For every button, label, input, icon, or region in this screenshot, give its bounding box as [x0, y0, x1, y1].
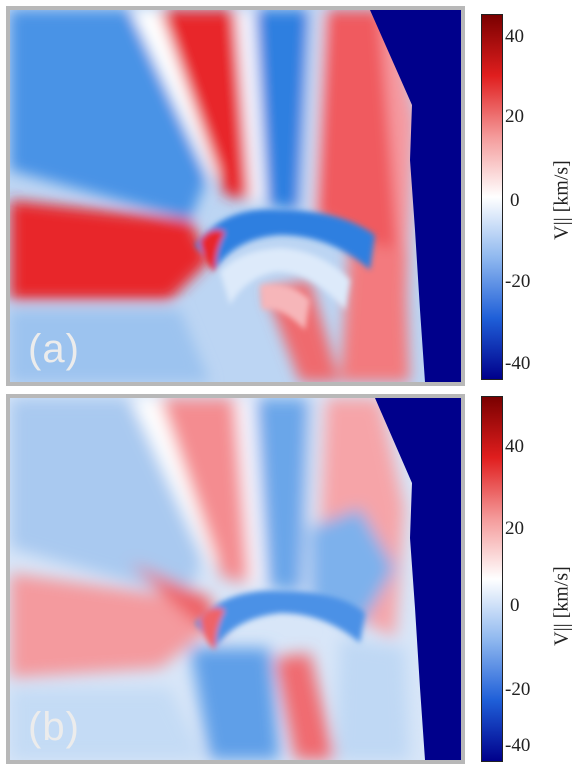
velocity-map-panel-a: (a) [6, 6, 465, 386]
colorbar-a [481, 14, 503, 380]
velocity-map-panel-b: (b) [6, 394, 465, 764]
velocity-map-a-image [10, 10, 461, 382]
colorbar-b [481, 396, 503, 762]
colorbar-a-tick-0: 0 [510, 190, 520, 211]
colorbar-b-tick-neg40: -40 [505, 735, 531, 756]
colorbar-a-title: V|| [km/s] [550, 160, 573, 240]
colorbar-a-tick-neg20: -20 [505, 271, 531, 292]
panel-a-label: (a) [28, 327, 80, 371]
panel-b-label: (b) [28, 705, 80, 749]
colorbar-b-tick-0: 0 [510, 595, 520, 616]
colorbar-b-tick-neg20: -20 [505, 679, 531, 700]
colorbar-a-tick-40: 40 [505, 26, 524, 47]
colorbar-b-tick-20: 20 [505, 518, 524, 539]
colorbar-b-tick-40: 40 [505, 436, 524, 457]
colorbar-b-title: V|| [km/s] [550, 566, 573, 646]
colorbar-a-tick-20: 20 [505, 106, 524, 127]
velocity-map-b-image [10, 398, 461, 760]
colorbar-a-tick-neg40: -40 [505, 353, 531, 374]
